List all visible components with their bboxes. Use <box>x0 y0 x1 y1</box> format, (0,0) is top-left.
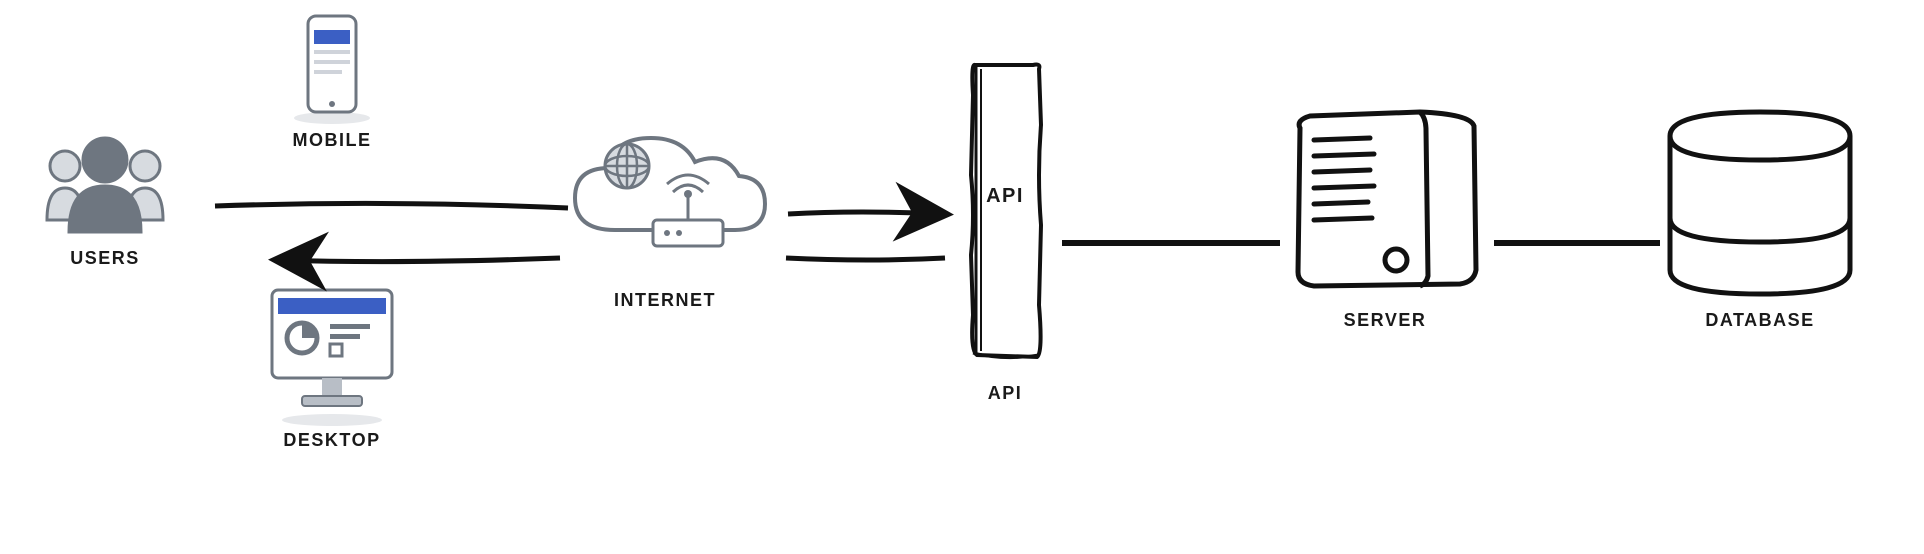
mobile-node: MOBILE <box>272 10 392 151</box>
database-node: DATABASE <box>1640 100 1880 331</box>
desktop-icon <box>252 280 412 430</box>
internet-label: INTERNET <box>555 290 775 311</box>
api-node: API API <box>945 55 1065 404</box>
mobile-icon <box>272 10 392 130</box>
database-label: DATABASE <box>1640 310 1880 331</box>
server-node: SERVER <box>1270 100 1500 331</box>
internet-node: INTERNET <box>555 120 775 311</box>
edge-api-internet <box>786 258 945 260</box>
edge-internet-users <box>280 258 560 262</box>
server-icon <box>1270 100 1500 310</box>
api-inner-label: API <box>945 185 1065 208</box>
desktop-label: DESKTOP <box>252 430 412 451</box>
internet-icon <box>555 120 775 290</box>
edge-internet-api <box>788 212 942 214</box>
diagram-canvas: USERS MOBILE DESKTOP <box>0 0 1924 554</box>
edge-users-internet <box>215 203 568 208</box>
api-icon <box>945 55 1065 365</box>
api-label: API <box>945 383 1065 404</box>
users-node: USERS <box>35 130 175 269</box>
mobile-label: MOBILE <box>272 130 392 151</box>
users-icon <box>35 130 175 240</box>
database-icon <box>1640 100 1880 310</box>
users-label: USERS <box>35 248 175 269</box>
desktop-node: DESKTOP <box>252 280 412 451</box>
server-label: SERVER <box>1270 310 1500 331</box>
